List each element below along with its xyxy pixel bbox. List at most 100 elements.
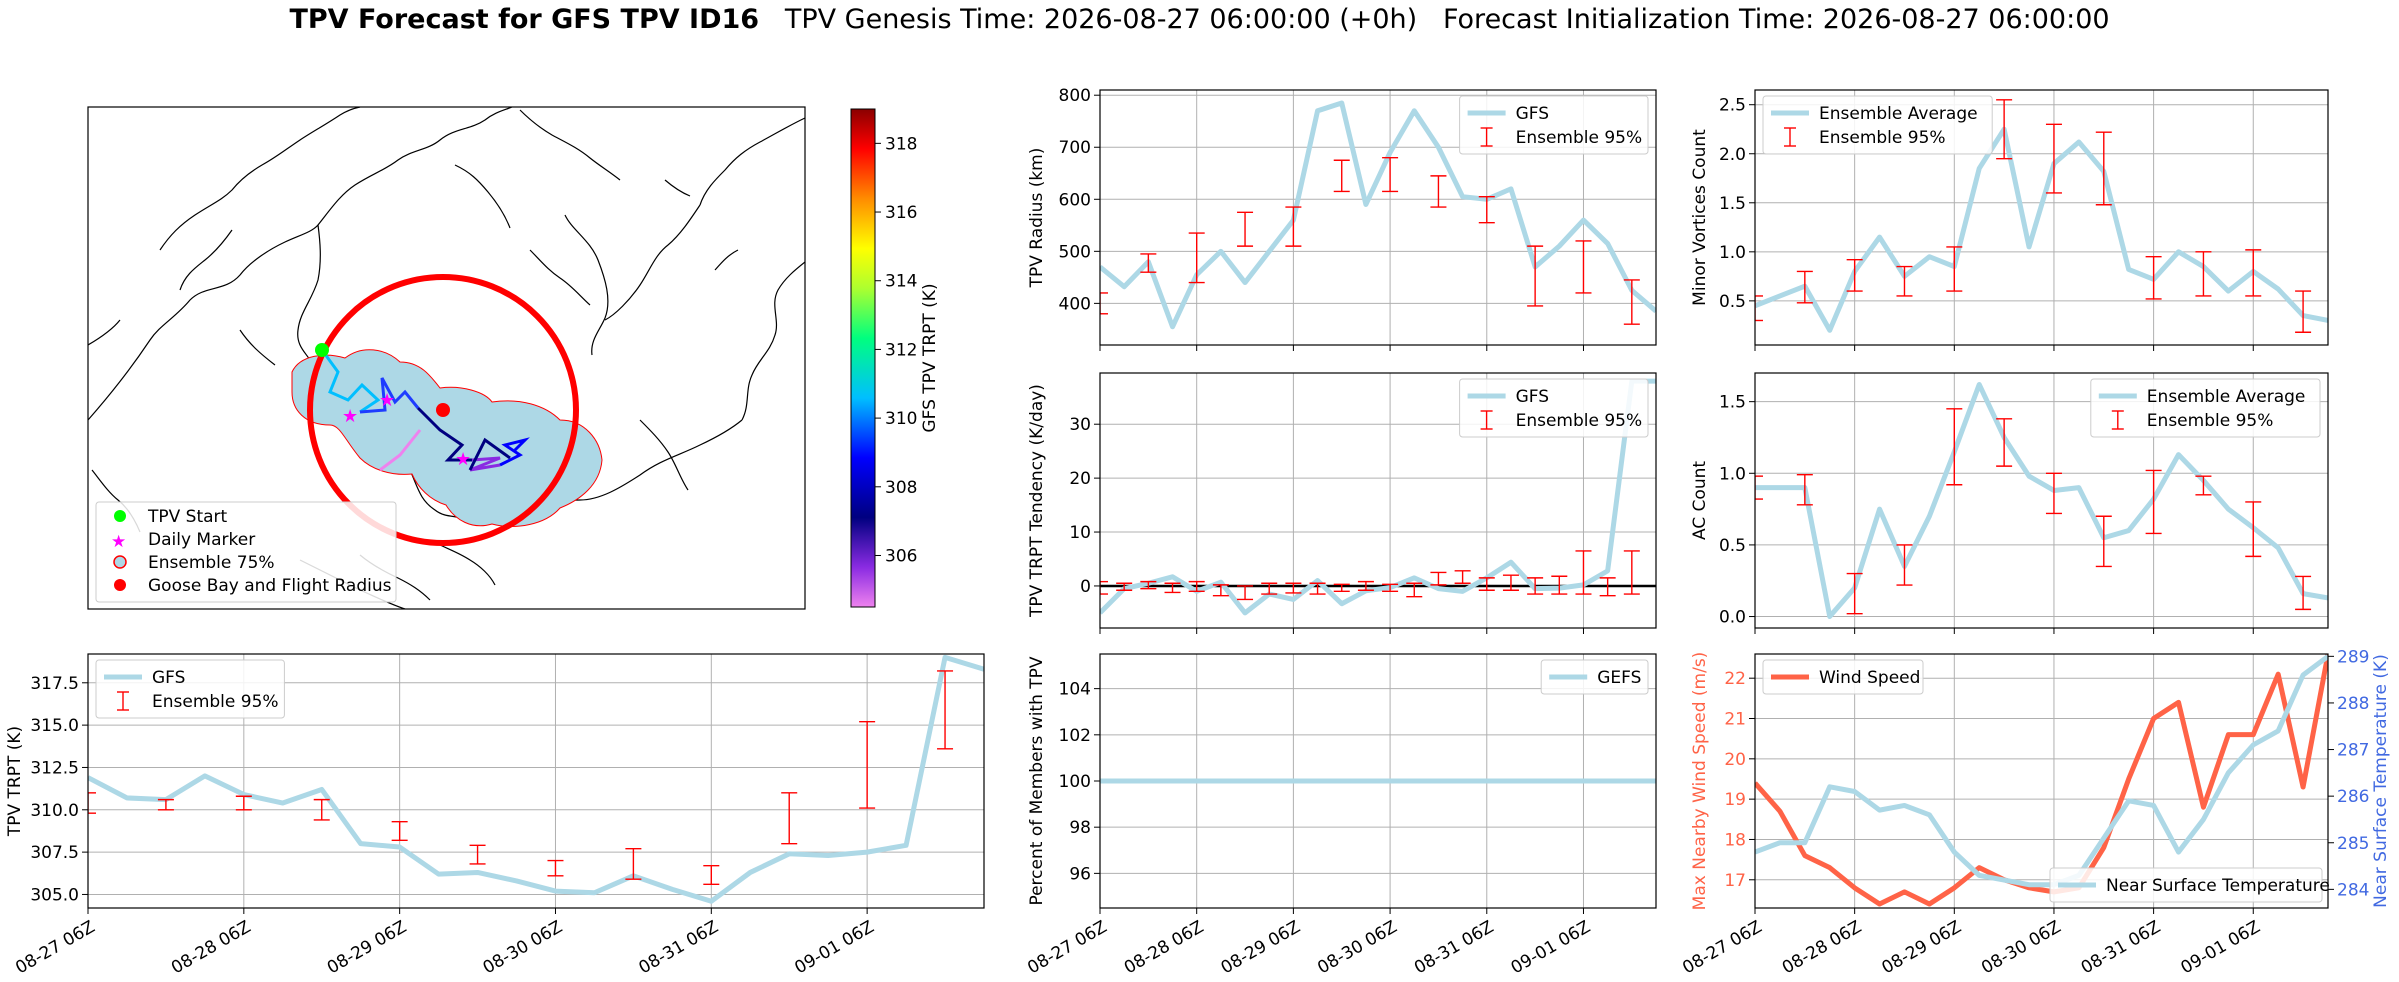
y-tick-label: 700 — [1059, 138, 1091, 158]
y-tick-label: 310.0 — [30, 801, 79, 821]
legend-label: Ensemble 95% — [1516, 411, 1643, 431]
x-tick-label: 08-28 06Z — [168, 917, 254, 978]
errorbar — [235, 795, 252, 811]
chart-wind-temperature: 08-27 06Z 08-28 06Z 08-29 06Z 08-30 06Z 08-3… — [1679, 647, 2391, 978]
errorbar — [2195, 475, 2212, 496]
errorbar — [1188, 232, 1205, 284]
errorbar — [2045, 472, 2062, 515]
legend-tpv-start: TPV Start — [147, 507, 228, 527]
legend: Wind Speed — [1762, 659, 1924, 695]
chart-trpt: 08-27 06Z 08-28 06Z 08-29 06Z 08-30 06Z 08-3… — [5, 653, 985, 978]
plot-frame — [1754, 653, 2329, 909]
errorbar — [1527, 245, 1544, 307]
errorbar — [88, 792, 96, 814]
errorbar — [1996, 99, 2013, 160]
x-tick-label: 08-29 06Z — [1218, 917, 1304, 978]
errorbar — [1478, 195, 1495, 224]
legend-label: Ensemble 95% — [1819, 128, 1946, 148]
errorbar — [1116, 582, 1133, 591]
errorbar — [1996, 418, 2013, 467]
y-tick-label: 17 — [1724, 871, 1746, 891]
errorbar — [1406, 582, 1423, 598]
y-tick-label: 305.0 — [30, 885, 79, 905]
legend-label: Wind Speed — [1819, 668, 1920, 688]
y-tick-label: 500 — [1059, 242, 1091, 262]
errorbar — [1430, 175, 1447, 208]
y-tick-label: 800 — [1059, 86, 1091, 106]
colorbar-tick-label: 314 — [885, 272, 917, 292]
y-tick-label: 2.0 — [1719, 145, 1746, 165]
tpv-start-marker — [315, 343, 329, 357]
x-tick-label: 08-28 06Z — [1779, 917, 1865, 978]
x-tick-label: 09-01 06Z — [1508, 917, 1594, 978]
y-tick-label: 100 — [1059, 772, 1091, 792]
y-axis-label: Max Nearby Wind Speed (m/s) — [1690, 652, 1710, 911]
errorbar — [1100, 580, 1108, 595]
y-tick-label: 312.5 — [30, 758, 79, 778]
y2-tick-label: 284 — [2337, 880, 2369, 900]
legend: GFS Ensemble 95% — [1459, 95, 1649, 155]
chart-radius: 400 500 600 700 800 TPV Radius (km) GFS Ensembl… — [1027, 86, 1657, 351]
legend-ensemble-75: Ensemble 75% — [148, 553, 275, 573]
series-line — [1100, 378, 1656, 616]
y-axis-label: TPV Radius (km) — [1027, 148, 1047, 289]
errorbar — [2245, 501, 2262, 558]
y-tick-label: 21 — [1724, 710, 1746, 730]
x-tick-label: 08-31 06Z — [2078, 917, 2164, 978]
legend: GFS Ensemble 95% — [95, 659, 285, 719]
errorbar — [1188, 580, 1205, 593]
legend-label: Ensemble Average — [2147, 387, 2306, 407]
errorbar — [1285, 206, 1302, 247]
legend: Ensemble Average Ensemble 95% — [2090, 378, 2321, 438]
errorbar — [1382, 583, 1399, 593]
errorbar — [469, 844, 486, 865]
y-tick-label: 315.0 — [30, 716, 79, 736]
errorbar — [1599, 577, 1616, 597]
errorbar — [703, 864, 720, 885]
y2-tick-label: 286 — [2337, 787, 2369, 807]
errorbar — [859, 721, 876, 809]
legend-tpv-start-icon — [114, 510, 126, 522]
y-tick-label: 0.5 — [1719, 292, 1746, 312]
legend-label: Ensemble Average — [1819, 104, 1978, 124]
tpv-track — [320, 349, 530, 472]
errorbar — [1502, 574, 1519, 591]
main-title: TPV Forecast for GFS TPV ID16 — [289, 4, 760, 35]
y-tick-label: 400 — [1059, 294, 1091, 314]
y-tick-label: 22 — [1724, 669, 1746, 689]
x-tick-label: 08-27 06Z — [12, 917, 98, 978]
x-tick-label: 08-30 06Z — [480, 917, 566, 978]
errorbar — [2145, 256, 2162, 300]
errorbar — [1309, 582, 1326, 595]
y-tick-label: 1.0 — [1719, 464, 1746, 484]
errorbar — [1896, 265, 1913, 297]
colorbar-tick-label: 308 — [885, 478, 917, 498]
y-tick-label: 1.5 — [1719, 393, 1746, 413]
errorbar — [1946, 246, 1963, 292]
legend-daily-marker-icon: ★ — [111, 532, 126, 552]
errorbar — [1755, 475, 1763, 500]
legend-ensemble-icon — [113, 555, 127, 569]
plot-marks — [1755, 381, 2328, 620]
y-tick-label: 19 — [1724, 790, 1746, 810]
plot-frame — [1099, 372, 1657, 629]
y-axis-label: AC Count — [1690, 461, 1710, 540]
y2-tick-label: 285 — [2337, 834, 2369, 854]
figure-title: TPV Forecast for GFS TPV ID16 TPV Genesi… — [0, 4, 2399, 35]
y-tick-label: 10 — [1069, 523, 1091, 543]
colorbar-tick-label: 312 — [885, 340, 917, 360]
errorbar — [1896, 544, 1913, 586]
errorbar — [1212, 584, 1229, 597]
errorbar — [781, 792, 798, 845]
genesis-time: TPV Genesis Time: 2026-08-27 06:00:00 (+… — [784, 4, 1418, 35]
errorbar — [1575, 240, 1592, 294]
errorbar — [1946, 408, 1963, 486]
errorbar — [1140, 580, 1157, 590]
colorbar-tick-label: 318 — [885, 134, 917, 154]
errorbar — [1140, 253, 1157, 273]
y2-axis-label: Near Surface Temperature (K) — [2371, 654, 2391, 908]
errorbar — [1796, 474, 1813, 506]
errorbar — [625, 848, 642, 880]
errorbar — [1454, 570, 1471, 584]
series-line — [88, 654, 984, 904]
